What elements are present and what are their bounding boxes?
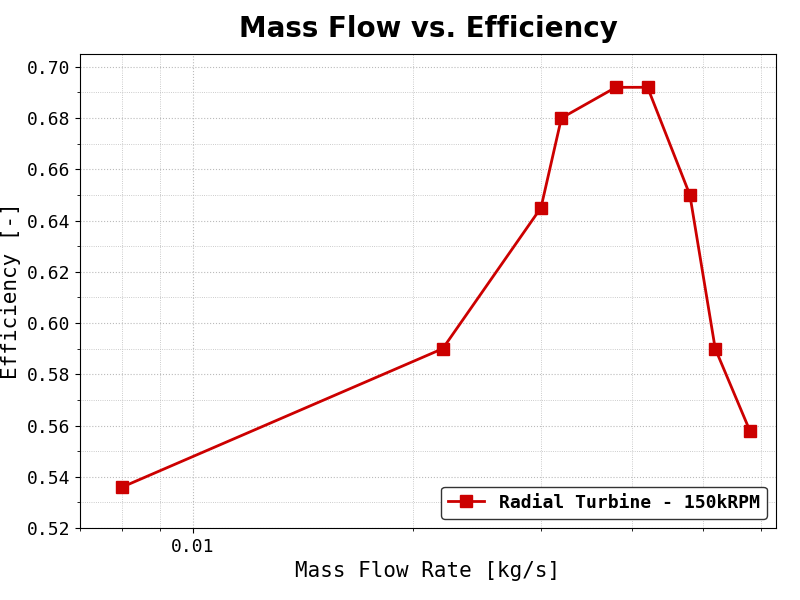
Radial Turbine - 150kRPM	[745, 427, 754, 434]
Radial Turbine - 150kRPM	[438, 345, 447, 352]
Radial Turbine - 150kRPM	[611, 84, 621, 91]
Y-axis label: Efficiency [-]: Efficiency [-]	[2, 203, 22, 379]
Radial Turbine - 150kRPM	[557, 115, 566, 122]
Line: Radial Turbine - 150kRPM: Radial Turbine - 150kRPM	[117, 82, 755, 493]
Legend: Radial Turbine - 150kRPM: Radial Turbine - 150kRPM	[441, 487, 767, 519]
Title: Mass Flow vs. Efficiency: Mass Flow vs. Efficiency	[238, 16, 618, 43]
Radial Turbine - 150kRPM	[642, 84, 652, 91]
Radial Turbine - 150kRPM	[536, 204, 546, 211]
Radial Turbine - 150kRPM	[710, 345, 720, 352]
Radial Turbine - 150kRPM	[685, 191, 694, 199]
Radial Turbine - 150kRPM	[118, 484, 127, 491]
X-axis label: Mass Flow Rate [kg/s]: Mass Flow Rate [kg/s]	[295, 561, 561, 581]
